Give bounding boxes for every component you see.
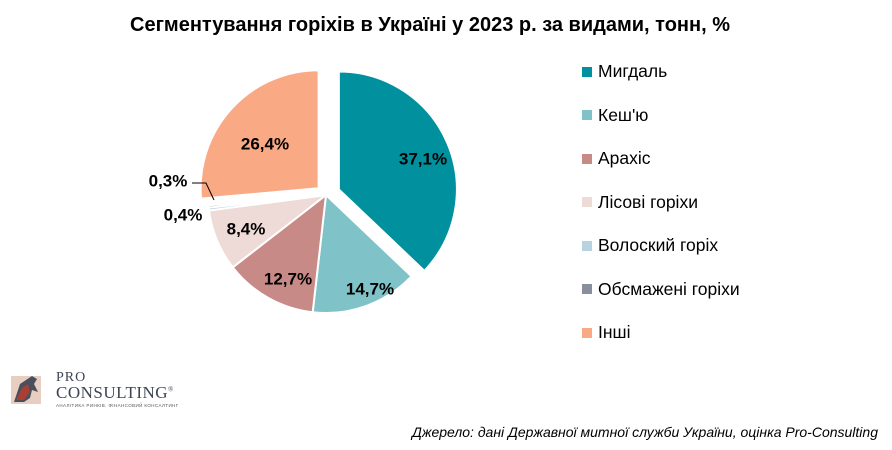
source-note: Джерело: дані Державної митної служби Ук…: [411, 424, 878, 440]
legend-swatch: [582, 66, 592, 77]
legend-label: Кеш'ю: [598, 104, 649, 125]
slice-label-0: 37,1%: [399, 149, 447, 168]
leader-line: [192, 182, 215, 201]
legend-swatch: [582, 240, 592, 251]
legend-swatch: [582, 327, 592, 338]
legend-label: Лісові горіхи: [598, 191, 698, 212]
slice-label-5: 0,3%: [149, 171, 188, 190]
legend-item-4: Волоский горіх: [582, 224, 740, 268]
pro-consulting-logo: PRO CONSULTING® АНАЛІТИКА РИНКІВ. ФІНАНС…: [10, 368, 180, 408]
legend-swatch: [582, 110, 592, 121]
legend-label: Обсмажені горіхи: [598, 278, 740, 299]
legend-label: Інші: [598, 322, 631, 343]
legend-swatch: [582, 284, 592, 295]
slice-label-3: 8,4%: [227, 219, 266, 238]
pie-slice-6: [199, 69, 320, 200]
legend-item-3: Лісові горіхи: [582, 181, 740, 225]
logo-tagline: АНАЛІТИКА РИНКІВ. ФІНАНСОВИЙ КОНСАЛТИНГ: [56, 403, 179, 408]
slice-label-6: 26,4%: [241, 134, 289, 153]
legend-label: Арахіс: [598, 148, 651, 169]
legend-item-1: Кеш'ю: [582, 94, 740, 138]
legend-label: Мигдаль: [598, 61, 668, 82]
logo-consulting-text: CONSULTING®: [56, 383, 174, 402]
legend-swatch: [582, 197, 592, 208]
slice-label-1: 14,7%: [346, 279, 394, 298]
legend-item-2: Арахіс: [582, 137, 740, 181]
legend-item-6: Інші: [582, 311, 740, 355]
pie-slice-2: [231, 192, 328, 314]
horse-logo-icon: [11, 376, 41, 404]
pie-chart: 37,1% 14,7% 12,7% 8,4% 0,4% 0,3% 26,4%: [149, 69, 458, 314]
chart-legend: Мигдаль Кеш'ю Арахіс Лісові горіхи Волоский …: [582, 50, 740, 355]
logo-pro-text: PRO: [56, 370, 87, 385]
slice-label-4: 0,4%: [164, 205, 203, 224]
pie-slice-1: [311, 192, 413, 314]
legend-swatch: [582, 153, 592, 164]
chart-title: Сегментування горіхів в Україні у 2023 р…: [130, 14, 730, 36]
legend-item-0: Мигдаль: [582, 50, 740, 94]
slice-label-2: 12,7%: [264, 269, 312, 288]
pie-slice-0: [337, 70, 458, 273]
pie-slice-5: [207, 194, 327, 209]
legend-label: Волоский горіх: [598, 235, 719, 256]
legend-item-5: Обсмажені горіхи: [582, 268, 740, 312]
